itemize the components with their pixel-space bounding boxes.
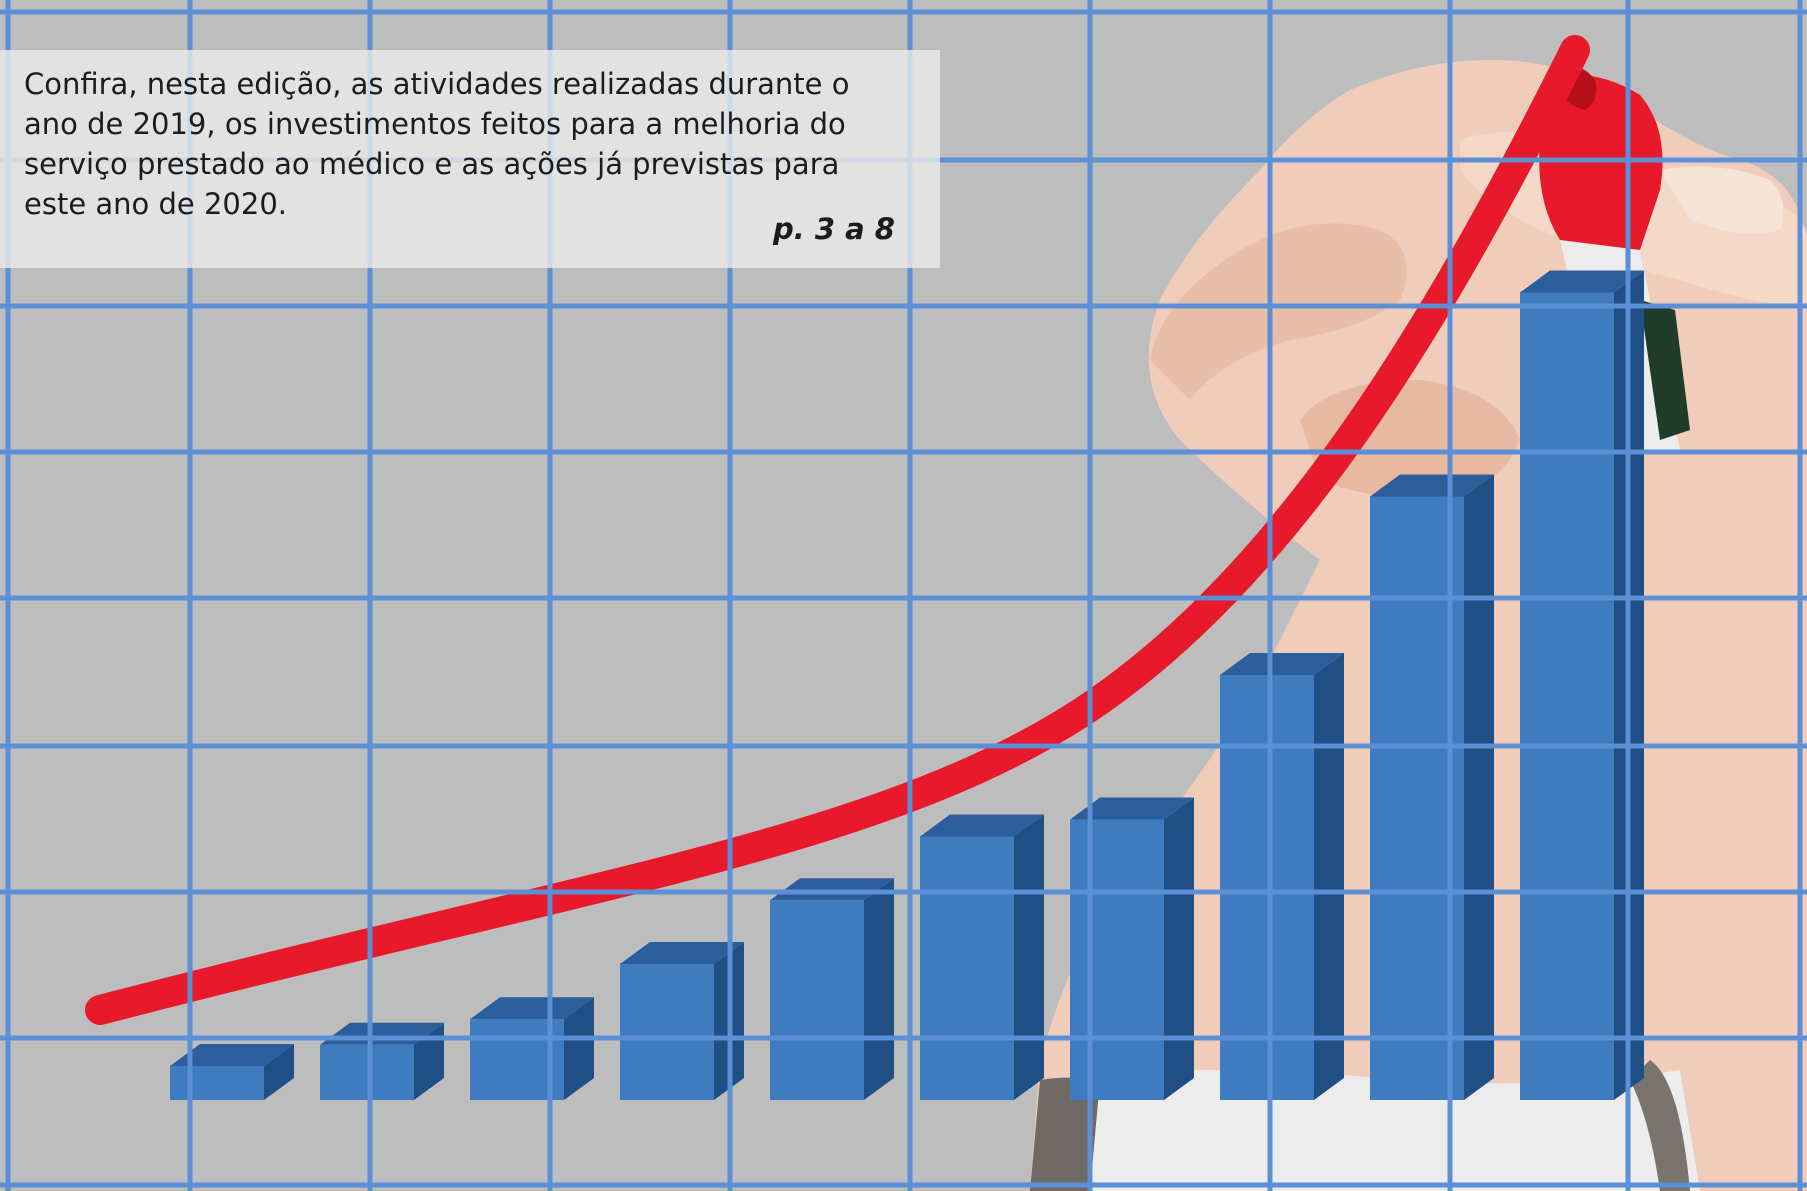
page-reference: p. 3 a 8 (773, 212, 895, 246)
bar-2 (320, 1022, 444, 1100)
caption-text: Confira, nesta edição, as atividades rea… (24, 67, 850, 221)
bar-10 (1520, 270, 1644, 1100)
caption-panel (0, 50, 940, 268)
bar-8 (1220, 653, 1344, 1100)
bar-5 (770, 878, 894, 1100)
bar-4 (620, 942, 744, 1100)
bar-7 (1070, 797, 1194, 1100)
bar-9 (1370, 474, 1494, 1100)
bar-3 (470, 997, 594, 1100)
bar-6 (920, 814, 1044, 1100)
bar-1 (170, 1044, 294, 1100)
